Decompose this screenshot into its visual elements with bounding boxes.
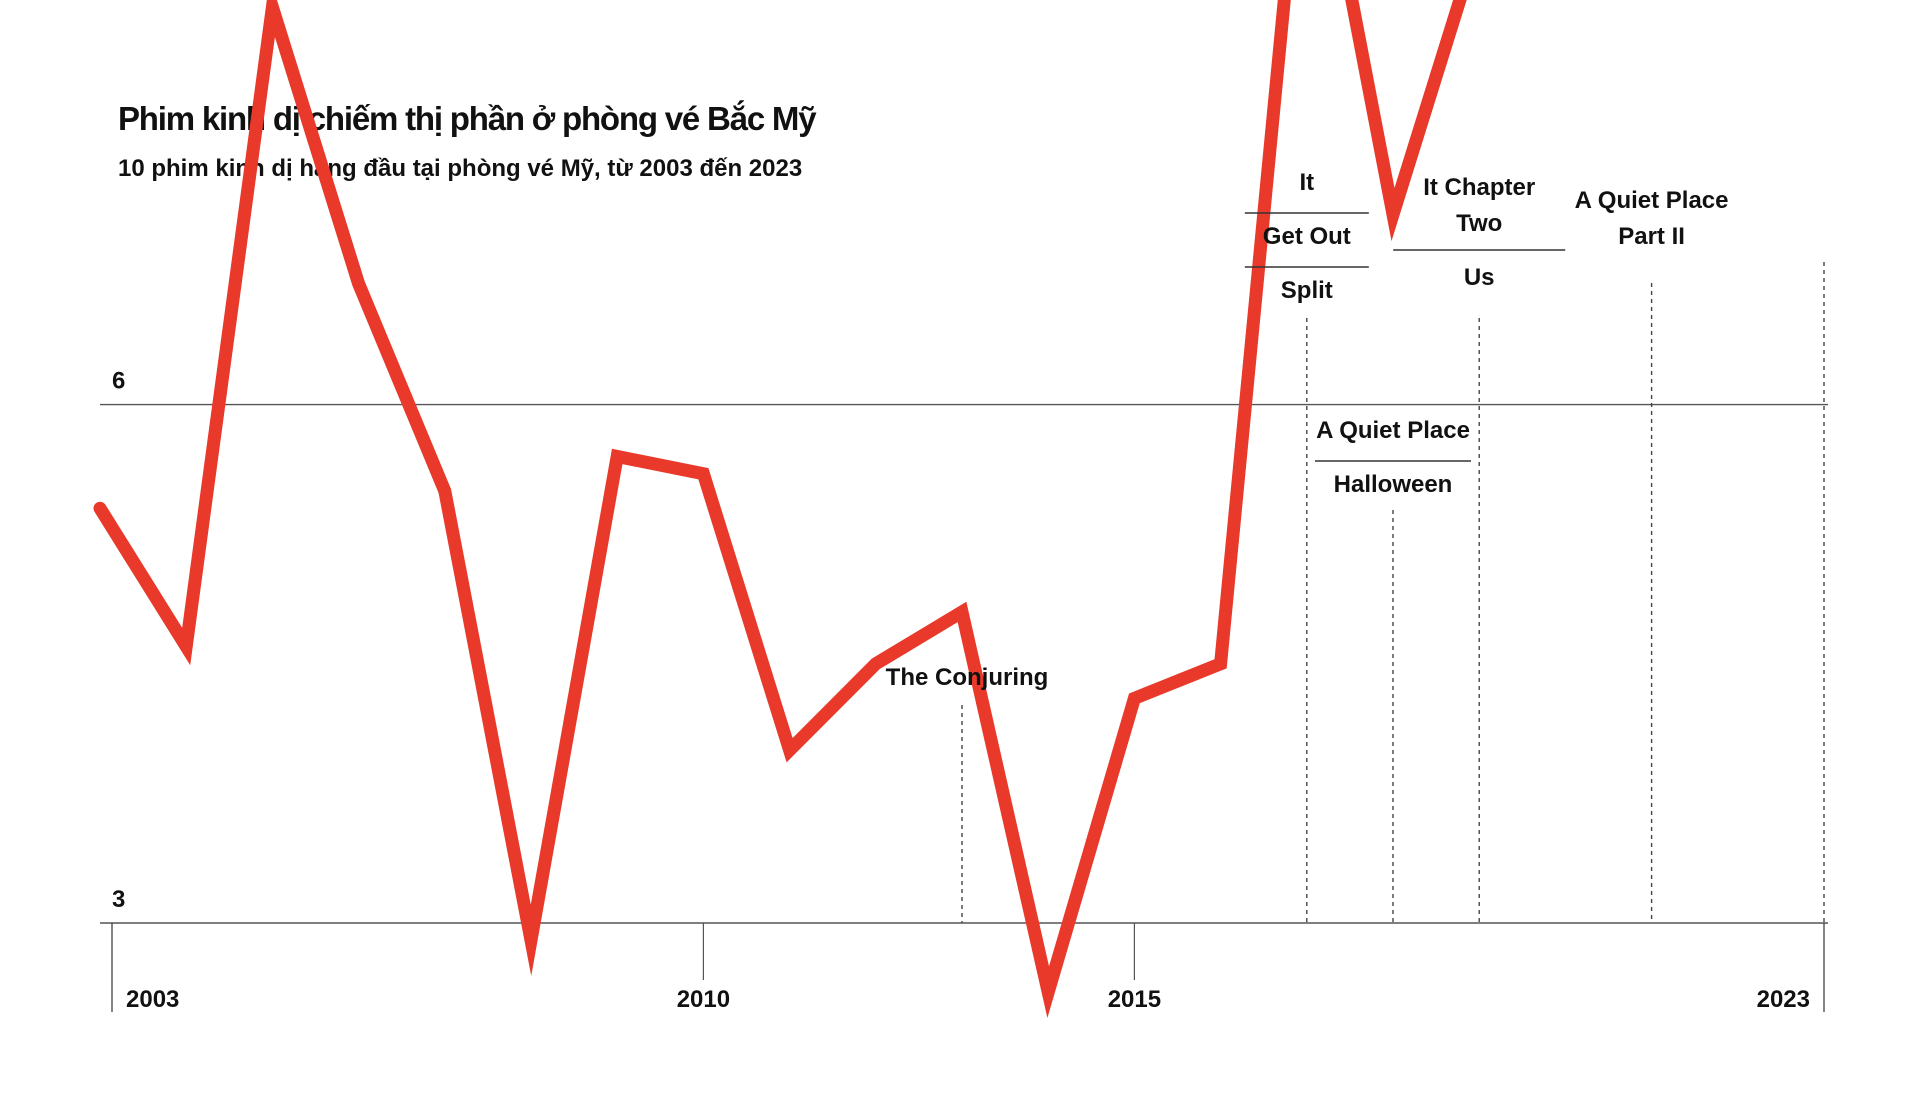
data-point-2013 bbox=[961, 610, 963, 613]
y-axis: 36912% bbox=[112, 368, 125, 913]
x-tick-label-2010: 2010 bbox=[677, 986, 730, 1013]
data-point-2012 bbox=[874, 662, 877, 665]
annotation-markers bbox=[961, 262, 1825, 923]
annotation-label-it-chapter-two: It Chapter Two bbox=[1423, 174, 1535, 237]
chart-subtitle: 10 phim kinh dị hàng đầu tại phòng vé Mỹ… bbox=[118, 155, 803, 182]
data-point-2009 bbox=[616, 455, 619, 458]
annotation-label-get-out: Get Out bbox=[1263, 223, 1351, 250]
gridlines bbox=[100, 403, 1828, 924]
data-point-2010 bbox=[702, 472, 705, 475]
annotation-label-us: Us bbox=[1464, 264, 1495, 291]
data-point-2018 bbox=[1392, 213, 1394, 216]
data-point-2006 bbox=[357, 282, 360, 285]
x-tick-label-2003: 2003 bbox=[126, 986, 179, 1013]
y-tick-label-6: 6 bbox=[112, 368, 125, 395]
x-axis: 2003 2010 2015 2023 bbox=[111, 923, 1825, 1013]
annotation-label-a-quiet-place: A Quiet Place bbox=[1316, 417, 1470, 444]
data-point-2003 bbox=[99, 507, 101, 510]
data-point-2015 bbox=[1133, 697, 1136, 700]
x-tick-label-2015: 2015 bbox=[1108, 986, 1161, 1013]
annotation-label-it: It bbox=[1299, 169, 1314, 196]
annotations-group: The Conjuring It Get Out Split A Quiet Place… bbox=[886, 169, 1729, 691]
series-group bbox=[93, 0, 1467, 1018]
data-point-2016 bbox=[1219, 662, 1222, 665]
y-tick-label-3: 3 bbox=[112, 886, 125, 913]
annotation-label-halloween: Halloween bbox=[1334, 471, 1453, 498]
data-point-2004 bbox=[185, 645, 188, 648]
annotation-label-split: Split bbox=[1281, 277, 1333, 304]
data-point-2007 bbox=[443, 490, 446, 492]
data-point-2014 bbox=[1047, 991, 1050, 994]
chart-title: Phim kinh dị chiếm thị phần ở phòng vé B… bbox=[118, 100, 817, 137]
x-tick-label-2023: 2023 bbox=[1757, 986, 1810, 1013]
annotation-label-the-conjuring: The Conjuring bbox=[886, 664, 1049, 691]
data-point-2005 bbox=[271, 6, 274, 9]
annotation-label-a-quiet-place-part-ii: A Quiet Place Part II bbox=[1575, 187, 1729, 250]
data-point-2011 bbox=[788, 749, 791, 752]
data-point-2008 bbox=[530, 939, 532, 942]
